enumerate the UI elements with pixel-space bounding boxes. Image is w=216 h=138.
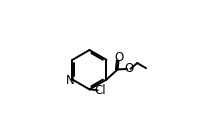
Text: O: O xyxy=(114,51,123,64)
Text: O: O xyxy=(124,62,133,75)
Text: Cl: Cl xyxy=(95,84,106,97)
Text: N: N xyxy=(66,74,75,87)
